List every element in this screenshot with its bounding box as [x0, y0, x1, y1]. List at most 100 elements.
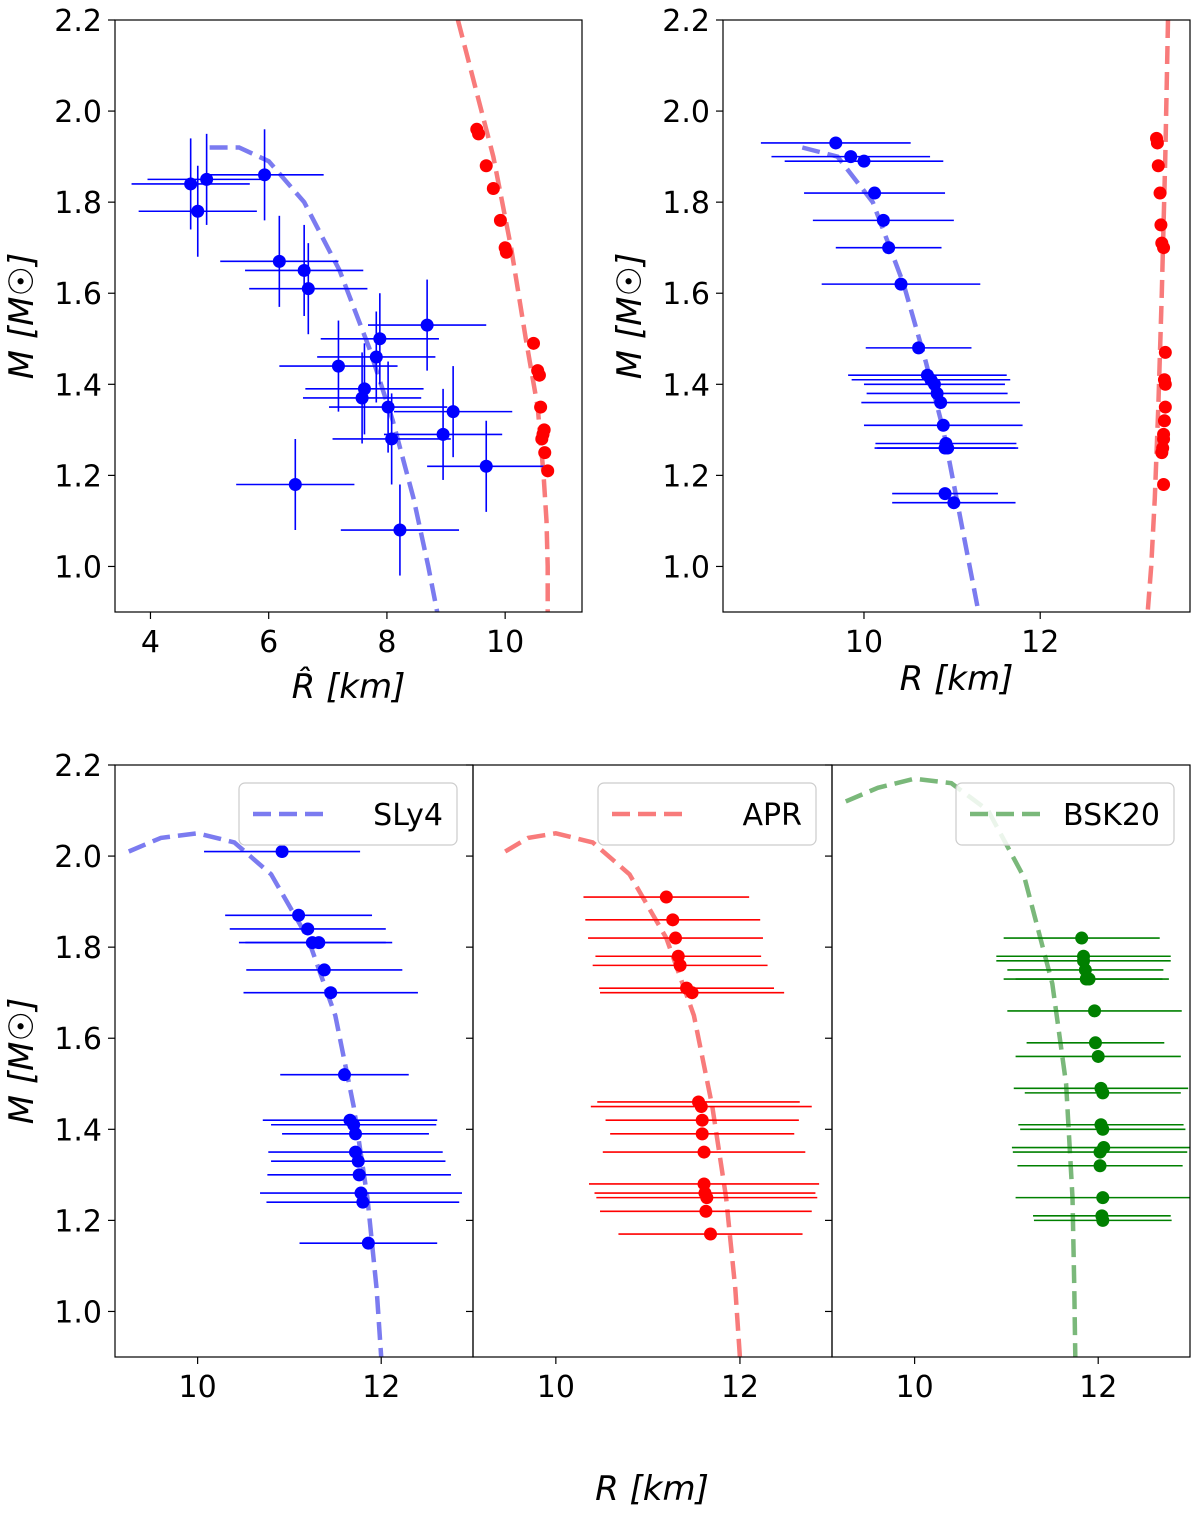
red-point: [1154, 218, 1168, 232]
legend: APR: [597, 782, 817, 846]
blue-point: [331, 359, 345, 373]
red-curve: [1145, 20, 1171, 612]
legend-label: SLy4: [373, 798, 443, 833]
bsk20-point: [1088, 1036, 1102, 1050]
blue-point: [882, 241, 896, 255]
bsk20-point: [1091, 1049, 1105, 1063]
blue-point: [894, 277, 908, 291]
blue-point: [947, 496, 961, 510]
blue-point: [446, 405, 460, 419]
sly4-curve: [127, 831, 384, 1357]
bsk20-point: [1096, 1086, 1110, 1100]
apr-point: [700, 1191, 714, 1205]
blue-curve: [801, 145, 981, 612]
xtick-label: 12: [721, 1370, 759, 1405]
xtick-label: 10: [896, 1370, 934, 1405]
ytick-label: 1.8: [662, 186, 710, 221]
apr-point: [673, 958, 687, 972]
xtick-label: 12: [1079, 1370, 1117, 1405]
sly4-point: [337, 1068, 351, 1082]
sly4-point: [301, 922, 315, 936]
ytick-label: 1.2: [54, 1204, 102, 1239]
yaxis-label: M [M☉]: [610, 253, 650, 380]
red-point: [479, 159, 493, 173]
ytick-label: 1.0: [54, 1295, 102, 1330]
sly4-point: [356, 1195, 370, 1209]
blue-point: [258, 168, 272, 182]
ytick-label: 1.6: [662, 277, 710, 312]
blue-point: [184, 177, 198, 191]
legend-box: [238, 782, 458, 846]
ytick-label: 1.2: [662, 459, 710, 494]
blue-point: [829, 136, 843, 150]
plot-area: [504, 831, 820, 1357]
blue-point: [191, 204, 205, 218]
apr-point: [703, 1227, 717, 1241]
blue-point: [844, 150, 858, 164]
axes-frame: [831, 764, 1191, 1358]
panel-bottom-bsk20: 10 12 BSK20: [825, 764, 1191, 1405]
blue-point: [941, 441, 955, 455]
red-point: [535, 432, 549, 446]
ytick-label: 1.4: [662, 368, 710, 403]
panel-bottom-sly4: 1.0 1.2 1.4 1.6 1.8 2.0 2.2 10 12 M [M☉] SLy4: [2, 749, 474, 1405]
ytick-label: 2.0: [662, 95, 710, 130]
red-point: [499, 245, 513, 259]
xtick-label: 10: [537, 1370, 575, 1405]
xtick-label: 8: [377, 625, 396, 660]
xtick-label: 12: [362, 1370, 400, 1405]
sly4-point: [324, 986, 338, 1000]
red-point: [1157, 477, 1171, 491]
bsk20-point: [1093, 1159, 1107, 1173]
panel-top-left: 1.0 1.2 1.4 1.6 1.8 2.0 2.2 4 6 8 10 R̂ [km] M [M☉]: [2, 4, 583, 707]
ytick-label: 1.0: [54, 550, 102, 585]
blue-point: [936, 418, 950, 432]
sly4-point: [275, 845, 289, 859]
blue-point: [297, 263, 311, 277]
ytick-label: 2.0: [54, 95, 102, 130]
legend-label: APR: [743, 798, 802, 833]
sly4-point: [349, 1127, 363, 1141]
bsk20-point: [1096, 1191, 1110, 1205]
blue-point: [479, 459, 493, 473]
axes-frame: [472, 764, 833, 1358]
red-point: [1157, 241, 1171, 255]
bsk20-curve: [844, 776, 1078, 1357]
legend: BSK20: [955, 782, 1175, 846]
blue-point: [200, 172, 214, 186]
ytick-label: 2.2: [662, 4, 710, 39]
blue-point: [369, 350, 383, 364]
blue-point: [381, 400, 395, 414]
red-point: [527, 336, 541, 350]
bsk20-point: [1096, 1122, 1110, 1136]
ytick-label: 1.2: [54, 459, 102, 494]
blue-point: [272, 254, 286, 268]
xtick-label: 10: [845, 625, 883, 660]
xtick-label: 4: [141, 625, 160, 660]
axes-frame: [114, 764, 474, 1358]
blue-point: [385, 432, 399, 446]
red-curve: [455, 20, 550, 612]
legend-box: [955, 782, 1175, 846]
legend: SLy4: [238, 782, 458, 846]
ytick-label: 1.6: [54, 1022, 102, 1057]
ytick-label: 2.2: [54, 4, 102, 39]
blue-point: [355, 391, 369, 405]
bsk20-point: [1075, 931, 1089, 945]
ytick-label: 2.2: [54, 749, 102, 784]
ytick-label: 1.8: [54, 931, 102, 966]
xtick-label: 12: [1021, 625, 1059, 660]
red-point: [538, 446, 552, 460]
blue-point: [857, 154, 871, 168]
ytick-label: 1.6: [54, 277, 102, 312]
apr-point: [669, 931, 683, 945]
apr-point: [685, 986, 699, 1000]
bsk20-point: [1088, 1004, 1102, 1018]
axes-frame: [722, 19, 1191, 613]
panel-bottom-apr: 10 12 APR: [466, 764, 833, 1405]
blue-point: [301, 282, 315, 296]
plot-area: [131, 20, 555, 612]
sly4-point: [361, 1236, 375, 1250]
blue-point: [393, 523, 407, 537]
blue-curve: [209, 145, 440, 612]
